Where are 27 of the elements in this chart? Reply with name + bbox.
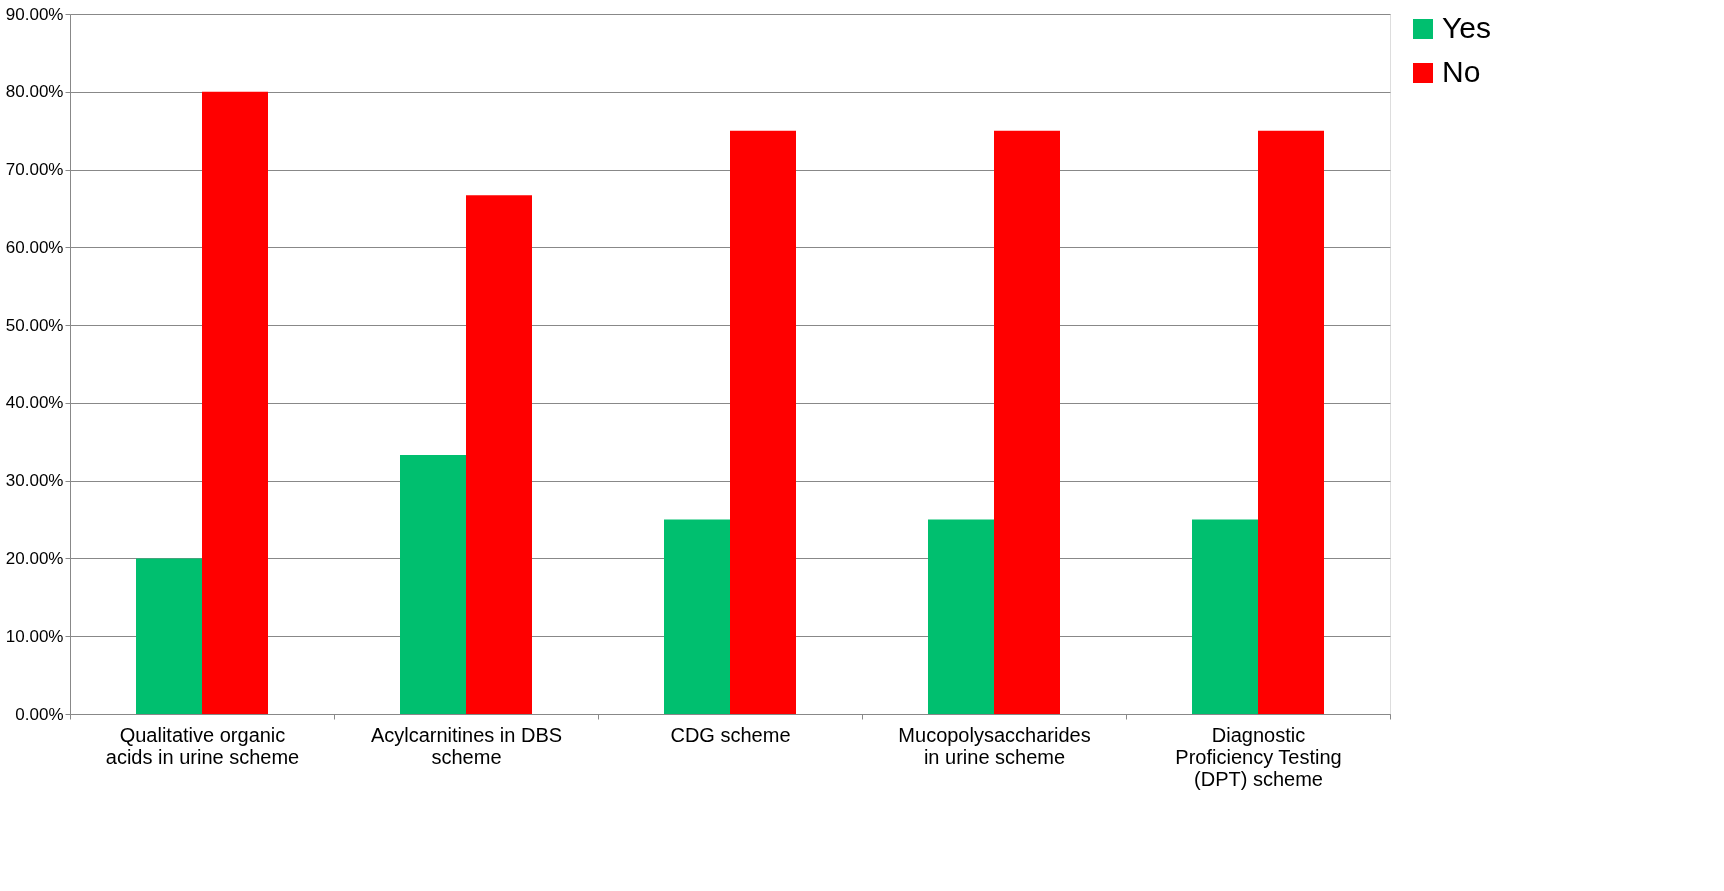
y-tick-label: 70.00% xyxy=(5,160,64,180)
legend-label: No xyxy=(1442,55,1481,88)
y-tick-label: 20.00% xyxy=(5,548,64,568)
bar xyxy=(1192,519,1258,714)
y-tick-label: 90.00% xyxy=(5,4,64,24)
x-tick-label: Mucopolysaccharides in urine scheme xyxy=(898,723,1091,768)
bar xyxy=(1258,130,1324,714)
bar xyxy=(136,558,202,714)
legend-label: Yes xyxy=(1442,11,1491,44)
y-tick-label: 80.00% xyxy=(5,82,64,102)
x-tick-label: Diagnostic Proficiency Testing (DPT) scheme xyxy=(1175,723,1342,790)
y-tick-label: 40.00% xyxy=(5,393,64,413)
y-tick-label: 30.00% xyxy=(5,471,64,491)
x-tick-label: Acylcarnitines in DBS scheme xyxy=(370,723,563,768)
y-tick-label: 50.00% xyxy=(5,315,64,335)
bar xyxy=(400,455,466,714)
x-tick-label: Qualitative organic acids in urine scheme xyxy=(105,723,300,768)
bar xyxy=(994,130,1060,714)
bar xyxy=(730,130,796,714)
y-tick-label: 10.00% xyxy=(5,626,64,646)
y-tick-label: 0.00% xyxy=(15,704,64,724)
bar xyxy=(664,519,730,714)
bar xyxy=(202,91,268,714)
x-tick-label: CDG scheme xyxy=(670,723,791,746)
bar xyxy=(928,519,994,714)
bar xyxy=(466,195,532,714)
y-tick-label: 60.00% xyxy=(5,237,64,257)
